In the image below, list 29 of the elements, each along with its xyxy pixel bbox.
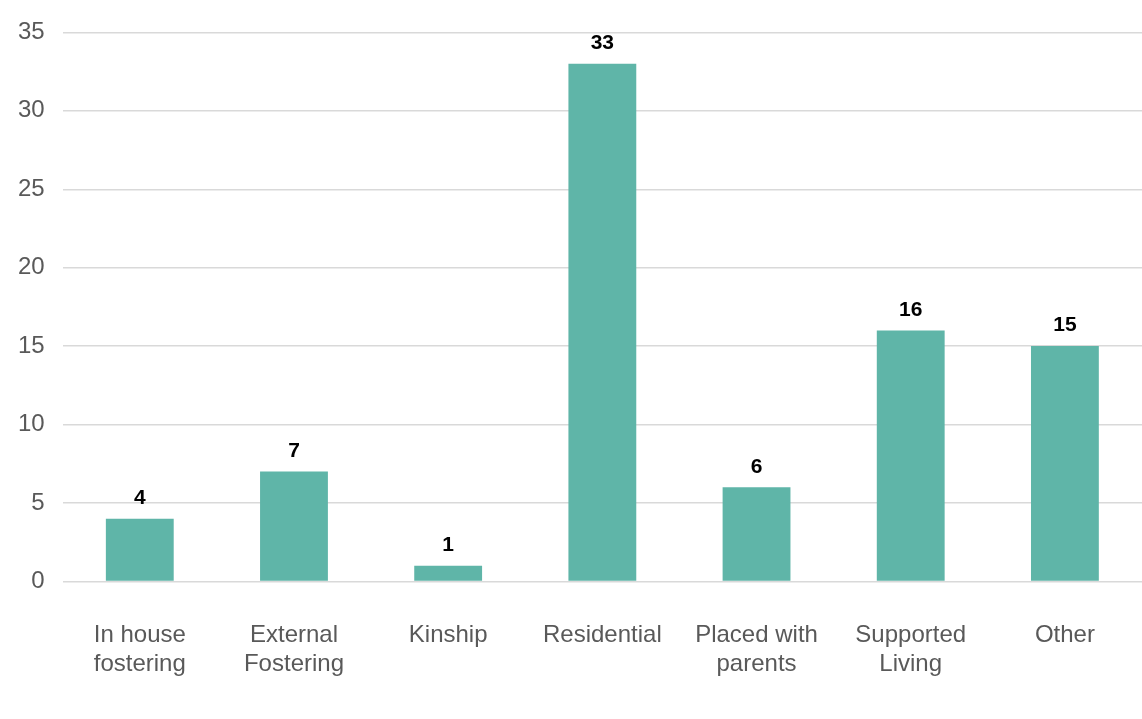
bar [568, 63, 637, 581]
x-tick-label: Other [1034, 620, 1095, 648]
data-label: 7 [288, 437, 300, 461]
data-label: 6 [750, 453, 763, 477]
x-tick-label: Supported Living [855, 620, 967, 677]
bar [1030, 346, 1099, 581]
data-label: 16 [899, 296, 923, 320]
x-tick-label: Placed with parents [695, 620, 818, 677]
data-label: 33 [590, 30, 615, 54]
y-tick-label: 10 [17, 409, 45, 437]
x-tick-label: Kinship [408, 620, 488, 648]
data-label: 15 [1053, 312, 1077, 336]
bar [414, 565, 483, 581]
bar [722, 487, 791, 581]
y-tick-label: 25 [17, 173, 45, 201]
x-tick-label: Residential [542, 620, 662, 648]
data-label: 4 [133, 484, 146, 508]
y-tick-label: 5 [31, 487, 45, 515]
data-label: 1 [442, 532, 455, 556]
y-tick-label: 15 [17, 330, 45, 358]
y-tick-label: 0 [31, 566, 45, 594]
x-tick-label: External Fostering [243, 620, 344, 677]
x-tick-label: In house fostering [93, 620, 186, 677]
y-tick-label: 35 [17, 17, 45, 45]
bar [260, 471, 328, 581]
y-tick-label: 30 [17, 95, 45, 123]
bar [876, 330, 945, 581]
y-tick-label: 20 [17, 252, 45, 280]
bar [105, 518, 174, 581]
